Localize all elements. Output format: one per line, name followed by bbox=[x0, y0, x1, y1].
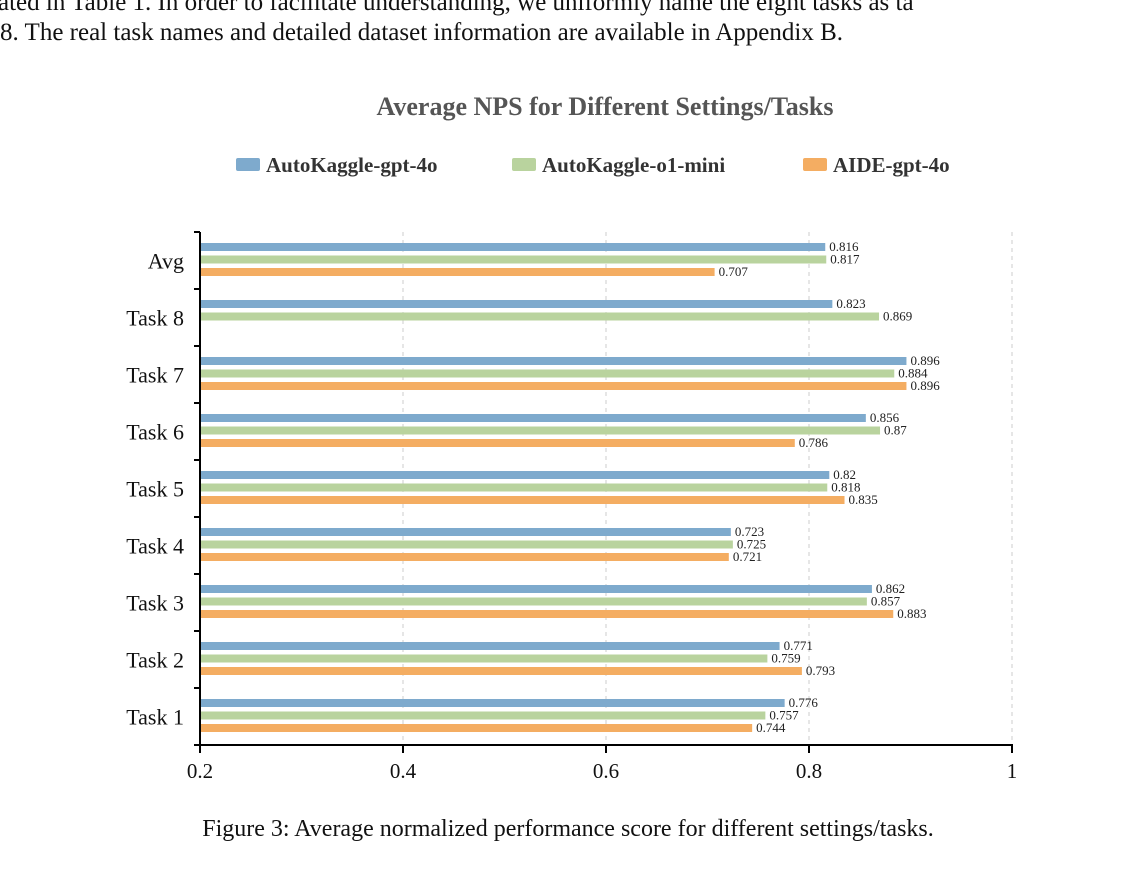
bar bbox=[201, 699, 785, 707]
bar bbox=[201, 255, 827, 264]
y-tick-label: Task 4 bbox=[126, 534, 184, 559]
caption: Figure 3: Average normalized performance… bbox=[202, 816, 934, 842]
bar bbox=[201, 610, 894, 618]
value-label: 0.793 bbox=[806, 663, 835, 678]
value-label: 0.744 bbox=[756, 720, 786, 735]
x-tick-label: 0.6 bbox=[593, 759, 619, 783]
value-label: 0.883 bbox=[897, 606, 926, 621]
value-label: 0.771 bbox=[784, 638, 813, 653]
bar bbox=[201, 585, 872, 593]
value-label: 0.816 bbox=[829, 239, 859, 254]
value-label: 0.896 bbox=[910, 378, 940, 393]
value-label: 0.707 bbox=[719, 264, 749, 279]
value-label: 0.87 bbox=[884, 423, 907, 438]
y-tick-label: Avg bbox=[148, 249, 184, 274]
value-label: 0.856 bbox=[870, 410, 900, 425]
legend-label: AutoKaggle-o1-mini bbox=[542, 153, 725, 177]
body-text: ated in Table 1. In order to facilitate … bbox=[0, 0, 914, 16]
x-tick-label: 0.4 bbox=[390, 759, 417, 783]
legend-swatch bbox=[236, 158, 260, 171]
legend-swatch bbox=[512, 158, 536, 171]
legend-label: AutoKaggle-gpt-4o bbox=[266, 153, 438, 177]
bar bbox=[201, 357, 907, 365]
bar bbox=[201, 471, 830, 479]
value-label: 0.896 bbox=[910, 353, 940, 368]
bar bbox=[201, 553, 729, 561]
bar bbox=[201, 540, 733, 549]
value-label: 0.725 bbox=[737, 537, 766, 552]
value-label: 0.818 bbox=[831, 480, 860, 495]
value-label: 0.862 bbox=[876, 581, 905, 596]
bar bbox=[201, 439, 795, 447]
bar bbox=[201, 369, 895, 378]
value-label: 0.723 bbox=[735, 524, 764, 539]
x-tick-label: 0.8 bbox=[796, 759, 822, 783]
value-label: 0.82 bbox=[833, 467, 856, 482]
bar bbox=[201, 528, 731, 536]
chart-title: Average NPS for Different Settings/Tasks bbox=[377, 92, 834, 121]
value-label: 0.786 bbox=[799, 435, 829, 450]
body-text: 8. The real task names and detailed data… bbox=[0, 19, 843, 46]
axes bbox=[199, 232, 1013, 746]
bar bbox=[201, 243, 826, 251]
bar bbox=[201, 496, 845, 504]
value-label: 0.823 bbox=[836, 296, 865, 311]
legend-swatch bbox=[803, 158, 827, 171]
bar bbox=[201, 667, 802, 675]
x-tick-label: 1 bbox=[1007, 759, 1018, 783]
y-tick-label: Task 1 bbox=[126, 705, 184, 730]
y-tick-label: Task 2 bbox=[126, 648, 184, 673]
bar bbox=[201, 597, 867, 606]
y-tick-label: Task 3 bbox=[126, 591, 184, 616]
bar bbox=[201, 312, 880, 321]
value-label: 0.721 bbox=[733, 549, 762, 564]
value-label: 0.884 bbox=[898, 366, 928, 381]
bar bbox=[201, 642, 780, 650]
value-label: 0.776 bbox=[789, 695, 819, 710]
bar bbox=[201, 414, 866, 422]
value-label: 0.857 bbox=[871, 594, 901, 609]
bar bbox=[201, 654, 768, 663]
y-tick-label: Task 6 bbox=[126, 420, 184, 445]
value-label: 0.835 bbox=[849, 492, 878, 507]
bar bbox=[201, 711, 766, 720]
y-tick-label: Task 5 bbox=[126, 477, 184, 502]
x-tick-label: 0.2 bbox=[187, 759, 213, 783]
bar bbox=[201, 724, 753, 732]
value-label: 0.817 bbox=[830, 252, 860, 267]
bar bbox=[201, 426, 881, 435]
bar bbox=[201, 300, 833, 308]
value-label: 0.759 bbox=[771, 651, 800, 666]
y-tick-label: Task 7 bbox=[126, 363, 184, 388]
value-label: 0.869 bbox=[883, 309, 912, 324]
bar bbox=[201, 483, 828, 492]
y-tick-label: Task 8 bbox=[126, 306, 184, 331]
bar bbox=[201, 382, 907, 390]
legend-label: AIDE-gpt-4o bbox=[833, 153, 950, 177]
bar bbox=[201, 268, 715, 276]
value-label: 0.757 bbox=[769, 708, 799, 723]
